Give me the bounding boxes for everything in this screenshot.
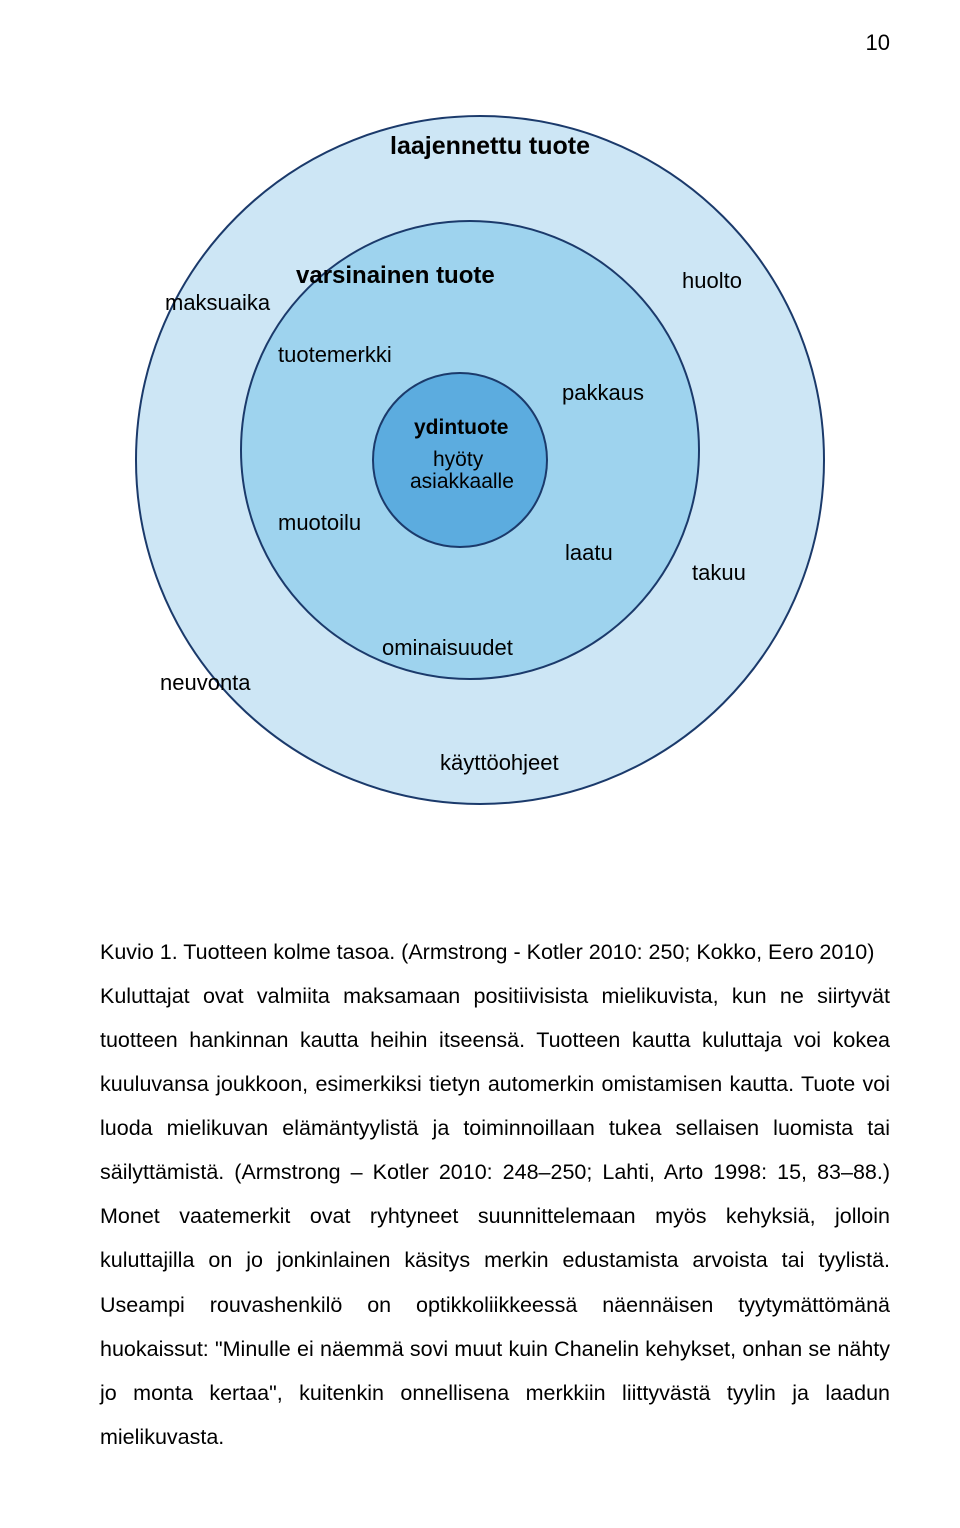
body-text: Kuvio 1. Tuotteen kolme tasoa. (Armstron… bbox=[100, 930, 890, 1459]
middle-ring-label: ominaisuudet bbox=[382, 635, 513, 661]
inner-ring-title: ydintuote bbox=[414, 416, 509, 440]
outer-ring-label: maksuaika bbox=[165, 290, 270, 316]
middle-ring-title: varsinainen tuote bbox=[296, 262, 495, 290]
page-number: 10 bbox=[866, 30, 890, 56]
outer-ring-label: takuu bbox=[692, 560, 746, 586]
product-levels-diagram: laajennettu tuote maksuaika huolto takuu neu… bbox=[100, 80, 860, 840]
figure-caption: Kuvio 1. Tuotteen kolme tasoa. (Armstron… bbox=[100, 930, 890, 974]
page: 10 laajennettu tuote maksuaika huolto takuu… bbox=[0, 0, 960, 1528]
middle-ring-label: pakkaus bbox=[562, 380, 644, 406]
middle-ring-label: tuotemerkki bbox=[278, 342, 392, 368]
outer-ring-label: huolto bbox=[682, 268, 742, 294]
middle-ring-label: laatu bbox=[565, 540, 613, 566]
outer-ring-title: laajennettu tuote bbox=[390, 132, 590, 161]
paragraph-text: Kuluttajat ovat valmiita maksamaan posit… bbox=[100, 974, 890, 1459]
outer-ring-label: neuvonta bbox=[160, 670, 251, 696]
inner-ring-label: hyöty bbox=[433, 448, 483, 472]
outer-ring-label: käyttöohjeet bbox=[440, 750, 559, 776]
inner-ring-label: asiakkaalle bbox=[410, 470, 514, 494]
middle-ring-label: muotoilu bbox=[278, 510, 361, 536]
